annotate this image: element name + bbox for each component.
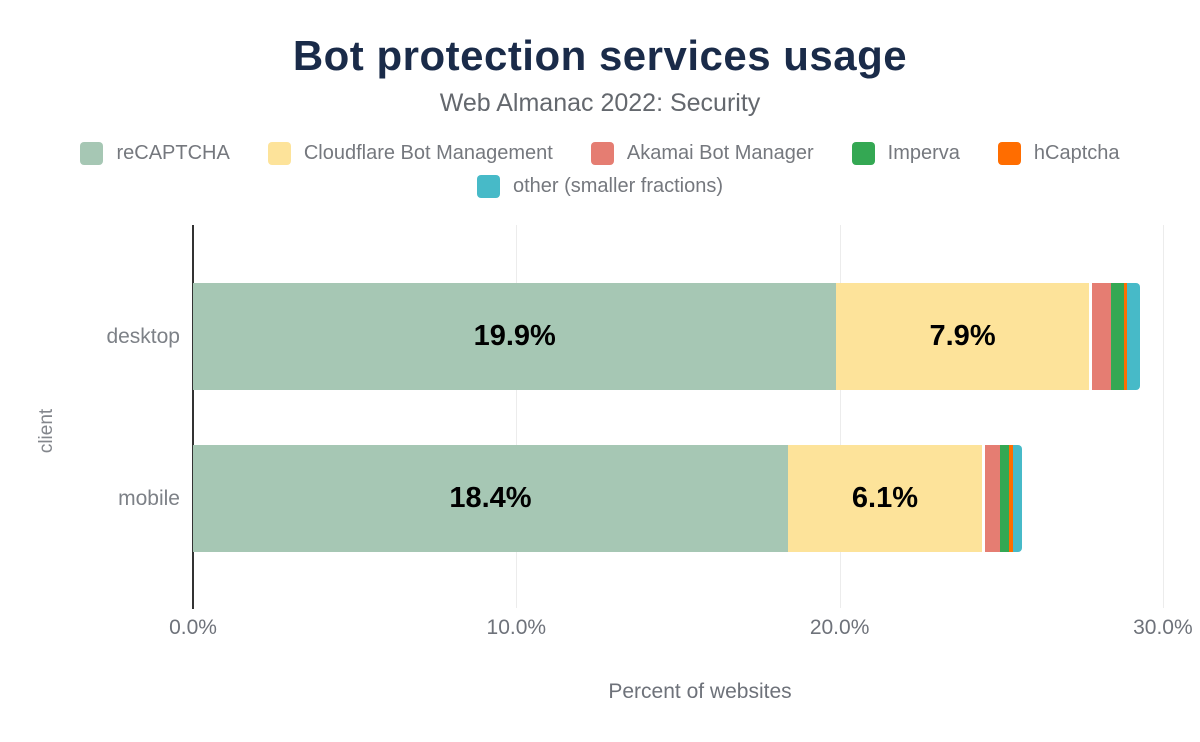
bar-segment-mobile-recaptcha[interactable]: 18.4% bbox=[193, 445, 788, 552]
legend-label: Cloudflare Bot Management bbox=[303, 142, 553, 164]
legend-label: other (smaller fractions) bbox=[512, 175, 724, 197]
bar-segment-mobile-akamai-bot-manager[interactable] bbox=[985, 445, 1000, 552]
legend-item-hcaptcha[interactable]: hCaptcha bbox=[997, 141, 1120, 166]
x-tick-label: 20.0% bbox=[809, 616, 870, 639]
gridline bbox=[839, 225, 841, 608]
bar-segment-desktop-hcaptcha[interactable] bbox=[1124, 283, 1128, 390]
gridline bbox=[516, 225, 518, 608]
legend-swatch-icon bbox=[851, 142, 875, 165]
bar-segment-mobile-other-smaller-fractions[interactable] bbox=[1012, 445, 1023, 552]
bar-segment-desktop-recaptcha[interactable]: 19.9% bbox=[193, 283, 837, 390]
legend-swatch-icon bbox=[476, 175, 500, 198]
category-label-desktop: desktop bbox=[106, 324, 180, 348]
legend-item-other-smaller-fractions[interactable]: other (smaller fractions) bbox=[476, 174, 724, 199]
x-tick-label: 30.0% bbox=[1133, 616, 1193, 639]
bar-value-label: 19.9% bbox=[473, 320, 556, 352]
legend-swatch-icon bbox=[80, 142, 104, 165]
category-label-mobile: mobile bbox=[118, 486, 180, 510]
legend-item-cloudflare-bot-management[interactable]: Cloudflare Bot Management bbox=[267, 141, 553, 166]
x-tick-label: 0.0% bbox=[169, 616, 217, 639]
bar-value-label: 18.4% bbox=[449, 482, 532, 514]
legend-swatch-icon bbox=[590, 142, 614, 165]
bar-segment-mobile-imperva[interactable] bbox=[999, 445, 1010, 552]
legend-swatch-icon bbox=[267, 142, 291, 165]
bar-segment-mobile-hcaptcha[interactable] bbox=[1009, 445, 1013, 552]
bar-segment-desktop-akamai-bot-manager[interactable] bbox=[1091, 283, 1112, 390]
y-axis-line bbox=[192, 225, 194, 609]
legend-item-imperva[interactable]: Imperva bbox=[851, 141, 960, 166]
bar-value-label: 7.9% bbox=[929, 320, 996, 352]
legend-label: Akamai Bot Manager bbox=[626, 142, 814, 164]
legend-label: hCaptcha bbox=[1033, 142, 1120, 164]
x-tick-label: 10.0% bbox=[486, 616, 547, 639]
legend-swatch-icon bbox=[997, 142, 1021, 165]
bar-value-label: 6.1% bbox=[851, 482, 919, 514]
bar-segment-mobile-cloudflare-bot-management[interactable]: 6.1% bbox=[787, 445, 986, 552]
chart-title: Bot protection services usage bbox=[292, 32, 908, 79]
gridline bbox=[1162, 225, 1164, 608]
legend-label: Imperva bbox=[887, 142, 960, 164]
bar-segment-desktop-other-smaller-fractions[interactable] bbox=[1127, 283, 1141, 390]
legend: reCAPTCHA Cloudflare Bot Management Akamai… bbox=[80, 141, 1120, 199]
legend-item-recaptcha[interactable]: reCAPTCHA bbox=[80, 141, 230, 166]
legend-item-akamai-bot-manager[interactable]: Akamai Bot Manager bbox=[590, 141, 814, 166]
legend-label: reCAPTCHA bbox=[116, 142, 230, 164]
bar-segment-desktop-cloudflare-bot-management[interactable]: 7.9% bbox=[836, 283, 1092, 390]
chart-subtitle: Web Almanac 2022: Security bbox=[439, 89, 761, 117]
bar-segment-desktop-imperva[interactable] bbox=[1111, 283, 1125, 390]
x-axis-title: Percent of websites bbox=[608, 680, 792, 703]
